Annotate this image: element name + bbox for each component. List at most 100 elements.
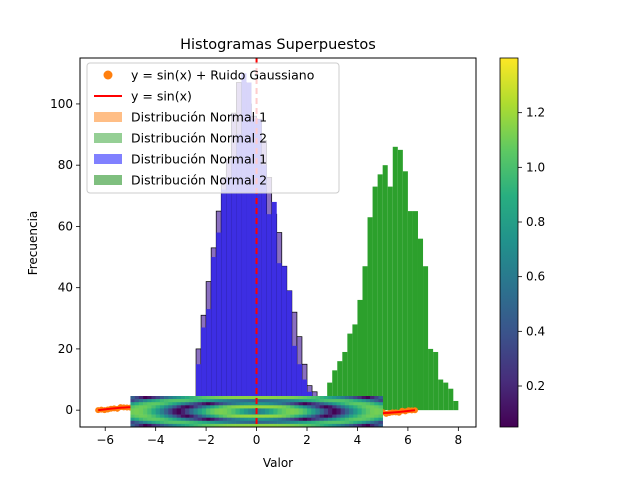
heatmap-cell (307, 399, 312, 403)
heatmap-cell (176, 399, 182, 403)
heatmap-cell (206, 402, 211, 406)
histogram-bar (443, 382, 449, 411)
heatmap-cell (210, 414, 215, 418)
heatmap-cell (273, 423, 278, 427)
histogram-bar (382, 165, 388, 411)
histogram-bar (412, 211, 418, 411)
heatmap-cell (378, 396, 383, 400)
heatmap-cell (243, 417, 249, 422)
heatmap-cell (168, 420, 173, 425)
histogram-bar (221, 189, 227, 411)
heatmap-cell (227, 402, 232, 406)
heatmap-cell (172, 402, 177, 406)
y-axis-ticks: 0 20 40 60 80 100 (50, 97, 80, 417)
x-tick-label: −4 (147, 433, 165, 447)
heatmap-cell (214, 420, 220, 425)
heatmap-cell (365, 405, 371, 409)
heatmap-cell (168, 402, 173, 406)
heatmap-cell (197, 396, 203, 400)
heatmap-cell (260, 420, 266, 425)
heatmap-cell (332, 414, 337, 418)
heatmap-cell (180, 405, 186, 409)
heatmap-cell (302, 411, 308, 415)
heatmap-cell (332, 405, 337, 409)
heatmap-cell (159, 417, 165, 422)
heatmap-cell (222, 405, 228, 409)
heatmap-cell (298, 396, 304, 400)
legend-patch-icon (94, 112, 122, 122)
heatmap-cell (344, 420, 350, 425)
histogram-bar (226, 177, 232, 411)
heatmap-cell (180, 402, 186, 406)
heatmap-cell (365, 414, 371, 418)
heatmap-cell (151, 408, 156, 412)
heatmap-cell (302, 408, 308, 412)
heatmap-cell (201, 420, 207, 425)
heatmap-cell (239, 405, 245, 409)
heatmap-cell (378, 411, 383, 415)
heatmap-cell (239, 423, 245, 427)
heatmap-cell (294, 396, 299, 400)
heatmap-cell (281, 396, 287, 400)
heatmap-cell (285, 408, 291, 412)
heatmap-cell (336, 414, 341, 418)
heatmap-cell (172, 414, 177, 418)
heatmap-cell (248, 408, 253, 412)
heatmap-cell (315, 411, 320, 415)
heatmap-cell (344, 414, 350, 418)
heatmap-cell (361, 402, 367, 406)
x-tick-label: 8 (455, 433, 463, 447)
heatmap-cell (336, 399, 341, 403)
legend: y = sin(x) + Ruido Gaussiano y = sin(x) Di… (86, 62, 340, 194)
heatmap-cell (180, 414, 186, 418)
heatmap-cell (256, 414, 262, 418)
colorbar-tick-label: 1.0 (526, 160, 545, 174)
heatmap-cell (235, 408, 241, 412)
heatmap-cell (180, 399, 186, 403)
heatmap-cell (340, 408, 346, 412)
heatmap-inset (130, 396, 383, 427)
heatmap-cell (290, 405, 295, 409)
heatmap-cell (273, 396, 278, 400)
heatmap-cell (147, 414, 152, 418)
heatmap-cell (277, 396, 283, 400)
heatmap-cell (365, 411, 371, 415)
histogram-bar (438, 379, 444, 411)
heatmap-cell (290, 402, 295, 406)
legend-label: y = sin(x) (131, 89, 192, 104)
heatmap-cell (189, 402, 194, 406)
heatmap-cell (260, 405, 266, 409)
heatmap-cell (374, 417, 379, 422)
heatmap-cell (130, 399, 135, 403)
heatmap-cell (328, 414, 333, 418)
heatmap-cell (311, 420, 316, 425)
heatmap-cell (378, 399, 383, 403)
heatmap-cell (315, 405, 320, 409)
heatmap-cell (222, 411, 228, 415)
histogram-bar (246, 82, 252, 411)
heatmap-cell (222, 399, 228, 403)
heatmap-cell (243, 402, 249, 406)
heatmap-cell (189, 408, 194, 412)
heatmap-cell (197, 420, 203, 425)
legend-frame (86, 62, 340, 194)
heatmap-cell (264, 402, 270, 406)
heatmap-cell (256, 396, 262, 400)
heatmap-cell (311, 396, 316, 400)
heatmap-cell (281, 402, 287, 406)
heatmap-cell (315, 414, 320, 418)
histogram-bar (291, 345, 297, 411)
heatmap-cell (298, 423, 304, 427)
heatmap-cell (357, 411, 362, 415)
heatmap-cell (206, 408, 211, 412)
colorbar-tick-label: 0.6 (526, 270, 545, 284)
heatmap-cell (176, 423, 182, 427)
heatmap-cell (332, 417, 337, 422)
x-tick-label: −6 (96, 433, 114, 447)
heatmap-cell (231, 402, 236, 406)
heatmap-cell (260, 414, 266, 418)
heatmap-cell (243, 420, 249, 425)
heatmap-cell (315, 423, 320, 427)
heatmap-cell (180, 417, 186, 422)
heatmap-cell (315, 417, 320, 422)
